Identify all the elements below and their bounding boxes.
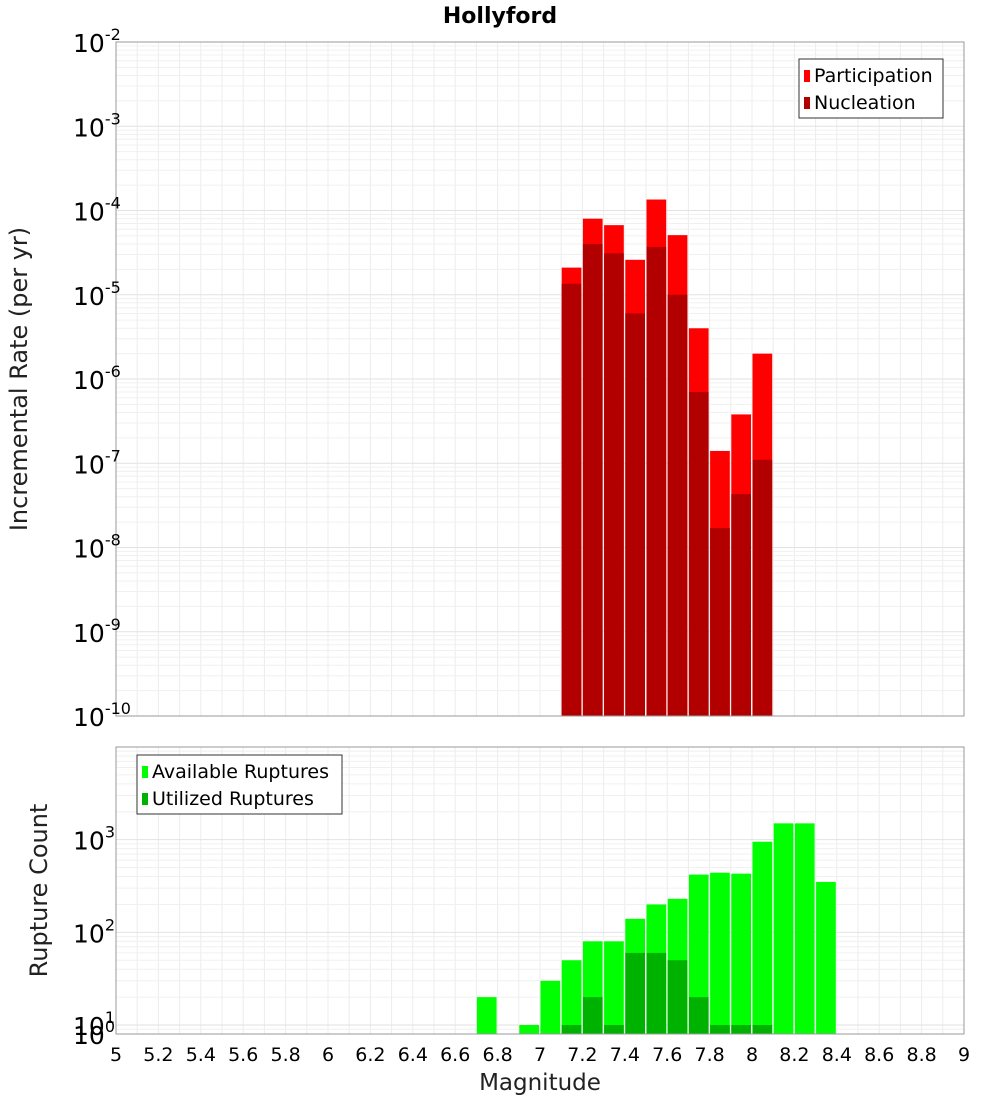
bottom-y-tick-label: 100 [73,1017,115,1050]
x-tick-label: 8.2 [779,1044,809,1066]
bottom-bar [710,872,730,1034]
bottom-y-tick-label: 101 [73,1008,115,1041]
bottom-legend-label: Utilized Ruptures [152,788,314,810]
x-tick-label: 9 [958,1044,970,1066]
x-tick-label: 6.6 [440,1044,470,1066]
top-bar [688,392,709,716]
top-gridlines [115,41,965,717]
bottom-bar [731,1025,751,1034]
bottom-bar [688,874,709,1034]
top-y-tick-label: 10-8 [73,531,121,564]
bottom-bar [604,1025,624,1034]
x-tick-label: 7 [534,1044,546,1066]
top-legend-box [798,58,944,119]
x-tick-label: 6.2 [355,1044,385,1066]
x-tick-label: 5 [110,1044,122,1066]
bottom-bar [731,873,751,1034]
bottom-legend-swatch [142,766,148,778]
top-y-tick-label: 10-10 [73,699,131,732]
bottom-bar [794,823,815,1034]
bottom-bar [582,997,603,1034]
bottom-bar [604,941,624,1034]
top-y-axis-label: Incremental Rate (per yr) [5,227,33,531]
chart-title: Hollyford [443,4,557,29]
top-bar [582,244,603,717]
top-legend-swatch [804,97,810,109]
bottom-bar [561,960,582,1034]
bottom-bar [476,997,497,1034]
bottom-bar [710,1025,730,1034]
top-y-tick-label: 10-2 [73,25,121,58]
bottom-bar [646,952,667,1034]
bottom-legend: Available Ruptures Utilized Ruptures [136,754,343,815]
top-y-tick-label: 10-4 [73,194,121,227]
bottom-y-tick-label: 103 [73,823,115,856]
bottom-legend-box [136,754,343,815]
bottom-bar [688,997,709,1034]
bottom-bar [540,980,561,1034]
x-tick-label: 8 [746,1044,758,1066]
top-bar [625,313,645,716]
bottom-plot-border [115,746,965,1035]
top-series-front [561,244,773,717]
x-tick-label: 7.8 [694,1044,724,1066]
bottom-y-tick-label: 102 [73,915,115,948]
top-bar [667,294,688,716]
x-tick-labels: 5 5.2 5.4 5.6 5.8 6 6.2 6.4 6.6 6.8 7 7.2 7.4 7.6 7.8 8… [110,1044,970,1066]
top-bar [561,283,582,716]
x-tick-label: 8.8 [906,1044,936,1066]
bottom-bar [519,1025,539,1034]
bottom-legend-label: Available Ruptures [152,761,329,783]
x-tick-label: 7.4 [610,1044,640,1066]
bottom-bar [752,1025,773,1034]
top-bar [604,253,624,716]
top-y-tick-labels: 10-10 10-9 10-8 10-7 10-6 10-5 10-4 10-3 10-2 [73,25,131,732]
top-legend-swatch [804,70,810,82]
bottom-legend-swatch [142,793,148,805]
x-tick-label: 6.4 [398,1044,428,1066]
x-tick-label: 8.4 [822,1044,852,1066]
x-tick-label: 7.2 [567,1044,597,1066]
top-y-tick-label: 10-9 [73,615,121,648]
x-tick-label: 7.6 [652,1044,682,1066]
x-tick-label: 5.4 [186,1044,216,1066]
top-y-tick-label: 10-5 [73,278,121,311]
bottom-bar [561,1025,582,1034]
bottom-bar [816,881,836,1034]
top-bar [710,528,730,716]
top-bar [731,494,751,716]
top-legend-label: Participation [814,65,933,87]
x-axis-label: Magnitude [479,1070,601,1096]
x-tick-label: 5.2 [143,1044,173,1066]
top-y-tick-label: 10-6 [73,362,121,395]
top-bar [646,246,667,716]
bottom-bar [752,841,773,1034]
x-tick-label: 5.6 [228,1044,258,1066]
bottom-y-axis-label: Rupture Count [25,804,53,978]
bottom-bar [667,960,688,1034]
x-tick-label: 8.6 [864,1044,894,1066]
top-y-tick-label: 10-7 [73,446,121,479]
bottom-bar [773,823,794,1034]
x-tick-label: 6 [322,1044,334,1066]
top-y-tick-label: 10-3 [73,109,121,142]
top-plot-border [115,41,965,717]
top-bar [752,459,773,716]
top-legend-label: Nucleation [814,92,916,114]
top-legend: Participation Nucleation [798,58,944,119]
bottom-bar [625,952,645,1034]
bottom-series-front [561,952,773,1034]
x-tick-label: 5.8 [270,1044,300,1066]
x-tick-label: 6.8 [482,1044,512,1066]
